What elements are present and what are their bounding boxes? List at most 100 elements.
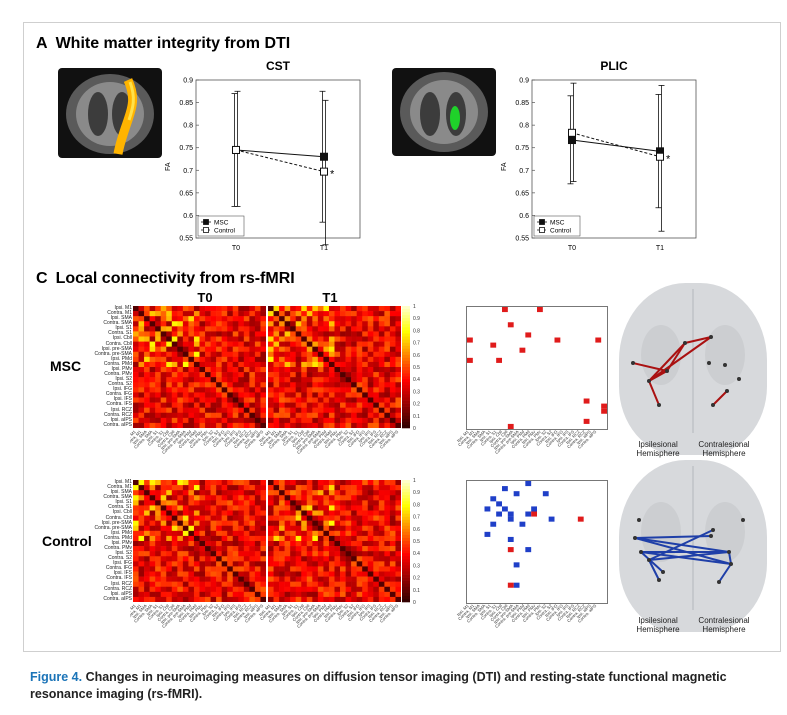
heatmap-cell: [210, 321, 217, 327]
heatmap-cell: [144, 571, 150, 577]
heatmap-cell: [328, 407, 335, 414]
heatmap-cell: [249, 505, 256, 511]
heatmap-cell: [378, 417, 385, 424]
heatmap-cell: [210, 341, 217, 347]
significant-connection-cell: [525, 481, 532, 487]
heatmap-cell: [367, 321, 374, 327]
heatmap-cell: [356, 407, 363, 414]
heatmap-cell: [323, 515, 330, 521]
heatmap-cell: [260, 500, 266, 506]
heatmap-cell: [345, 422, 352, 428]
heatmap-cell: [254, 535, 261, 542]
heatmap-cell: [351, 306, 357, 312]
heatmap-cell: [216, 397, 222, 403]
heatmap-cell: [395, 495, 401, 501]
heatmap-cell: [144, 525, 150, 532]
heatmap-cell: [138, 571, 145, 577]
heatmap-cell: [254, 331, 261, 337]
heatmap-cell: [133, 422, 139, 428]
heatmap-cell: [323, 382, 330, 388]
heatmap-cell: [232, 500, 239, 506]
heatmap-cell: [367, 367, 374, 373]
heatmap-cell: [328, 422, 335, 428]
y-tick-label: 0.85: [179, 100, 193, 107]
heatmap-cell: [273, 331, 280, 337]
heatmap-cell: [182, 515, 189, 521]
heatmap-cell: [389, 541, 396, 547]
heatmap-cell: [238, 341, 245, 347]
matrix-region-label: Contra. PMd: [103, 360, 132, 367]
heatmap-cell: [138, 586, 145, 593]
heatmap-cell: [171, 361, 178, 368]
heatmap-cell: [378, 402, 385, 408]
heatmap-cell: [249, 351, 256, 358]
heatmap-cell: [306, 422, 313, 428]
heatmap-cell: [323, 356, 330, 363]
heatmap-cell: [249, 336, 256, 342]
heatmap-cell: [378, 412, 385, 419]
heatmap-cell: [334, 316, 341, 322]
heatmap-cell: [182, 377, 189, 383]
heatmap-cell: [312, 551, 319, 557]
heatmap-cell: [149, 485, 156, 491]
chart-title: CST: [266, 59, 291, 73]
heatmap-cell: [199, 566, 206, 572]
heatmap-cell: [395, 591, 401, 598]
heatmap-cell: [227, 407, 234, 414]
heatmap-cell: [323, 412, 330, 419]
heatmap-cell: [155, 341, 162, 347]
heatmap-cell: [149, 586, 156, 593]
heatmap-cell: [340, 321, 346, 327]
heatmap-cell: [171, 397, 178, 403]
heatmap-cell: [160, 576, 167, 582]
heatmap-cell: [389, 372, 396, 378]
heatmap-cell: [351, 591, 357, 598]
heatmap-cell: [317, 392, 324, 398]
heatmap-cell: [144, 321, 150, 327]
heatmap-cell: [373, 576, 380, 582]
brain-dti-image-cst: [58, 68, 162, 158]
heatmap-cell: [273, 402, 280, 408]
heatmap-cell: [227, 367, 234, 373]
heatmap-cell: [216, 311, 222, 317]
heatmap-cell: [254, 586, 261, 593]
heatmap-cell: [138, 346, 145, 353]
heatmap-cell: [295, 551, 302, 557]
heatmap-cell: [171, 500, 178, 506]
heatmap-cell: [312, 591, 319, 598]
heatmap-cell: [205, 556, 211, 562]
heatmap-cell: [210, 377, 217, 383]
heatmap-cell: [279, 372, 285, 378]
heatmap-cell: [149, 336, 156, 342]
heatmap-cell: [160, 346, 167, 353]
heatmap-cell: [284, 581, 291, 588]
heatmap-cell: [177, 591, 184, 598]
heatmap-cell: [279, 392, 285, 398]
colorbar-tick-label: 0.5: [413, 539, 420, 545]
heatmap-cell: [166, 525, 173, 532]
heatmap-cell: [323, 367, 330, 373]
heatmap-cell: [232, 530, 239, 537]
heatmap-cell: [193, 520, 200, 527]
heatmap-cell: [356, 535, 363, 542]
heatmap-cell: [345, 571, 352, 577]
heatmap-cell: [384, 535, 391, 542]
heatmap-cell: [290, 412, 297, 419]
row-label-msc: MSC: [50, 358, 82, 374]
heatmap-cell: [243, 311, 250, 317]
heatmap-cell: [395, 336, 401, 342]
heatmap-cell: [384, 571, 391, 577]
heatmap-cell: [193, 377, 200, 383]
heatmap-cell: [171, 505, 178, 511]
heatmap-cell: [340, 566, 346, 572]
heatmap-cell: [205, 311, 211, 317]
heatmap-cell: [199, 500, 206, 506]
matrix-region-label: Ipsi. S2: [115, 550, 132, 557]
heatmap-cell: [133, 412, 139, 419]
heatmap-cell: [279, 505, 285, 511]
heatmap-cell: [356, 351, 363, 358]
legend-marker: [203, 219, 209, 225]
heatmap-cell: [249, 541, 256, 547]
heatmap-cell: [177, 382, 184, 388]
heatmap-cell: [133, 520, 139, 527]
